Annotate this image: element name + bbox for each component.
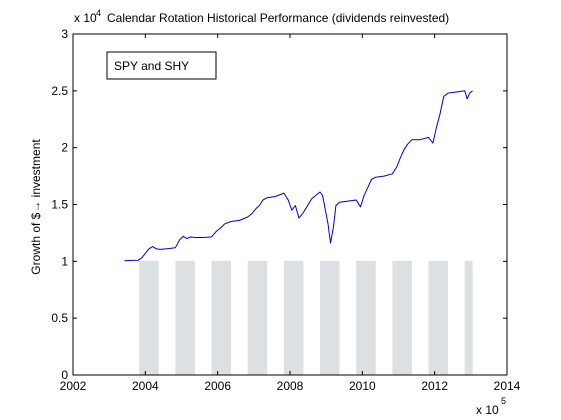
y-axis-label: Growth of $→ investment <box>29 139 43 275</box>
x-tick-label: 2008 <box>277 379 304 393</box>
shaded-period-bar <box>211 260 231 375</box>
y-tick-label: 0.5 <box>51 311 68 325</box>
y-axis: 0 0.5 1 1.5 2 2.5 3 <box>51 27 507 382</box>
x-tick-label: 2004 <box>132 379 159 393</box>
y-exponent-power: 4 <box>96 8 101 18</box>
x-tick-label: 2006 <box>204 379 231 393</box>
y-tick-label: 0 <box>61 368 68 382</box>
shaded-period-bar <box>175 260 195 375</box>
x-tick-label: 2012 <box>421 379 448 393</box>
shaded-period-bar <box>392 260 412 375</box>
y-tick-label: 3 <box>61 27 68 41</box>
series-line <box>124 90 473 262</box>
shaded-periods <box>139 260 473 375</box>
y-tick-label: 1.5 <box>51 198 68 212</box>
legend-entry: SPY and SHY <box>114 59 189 73</box>
y-tick-label: 1 <box>61 254 68 268</box>
x-tick-label: 2014 <box>494 379 521 393</box>
x-tick-label: 2002 <box>60 379 87 393</box>
shaded-period-bar <box>356 260 376 375</box>
shaded-period-bar <box>464 260 473 375</box>
x-exponent-base: x 10 <box>476 403 499 417</box>
shaded-period-bar <box>247 260 268 375</box>
y-tick-label: 2.5 <box>51 84 68 98</box>
shaded-period-bar <box>428 260 448 375</box>
x-exponent-power: 5 <box>501 396 506 406</box>
shaded-period-bar <box>139 260 159 375</box>
chart-title: Calendar Rotation Historical Performance… <box>107 11 449 25</box>
legend: SPY and SHY <box>106 51 217 80</box>
legend-box <box>106 51 217 80</box>
shaded-period-bar <box>283 260 304 375</box>
x-axis: 2002 2004 2006 2008 2010 2012 2014 <box>60 34 521 393</box>
x-tick-label: 2010 <box>349 379 376 393</box>
shaded-period-bar <box>320 260 340 375</box>
y-tick-label: 2 <box>61 141 68 155</box>
y-exponent-base: x 10 <box>74 11 97 25</box>
